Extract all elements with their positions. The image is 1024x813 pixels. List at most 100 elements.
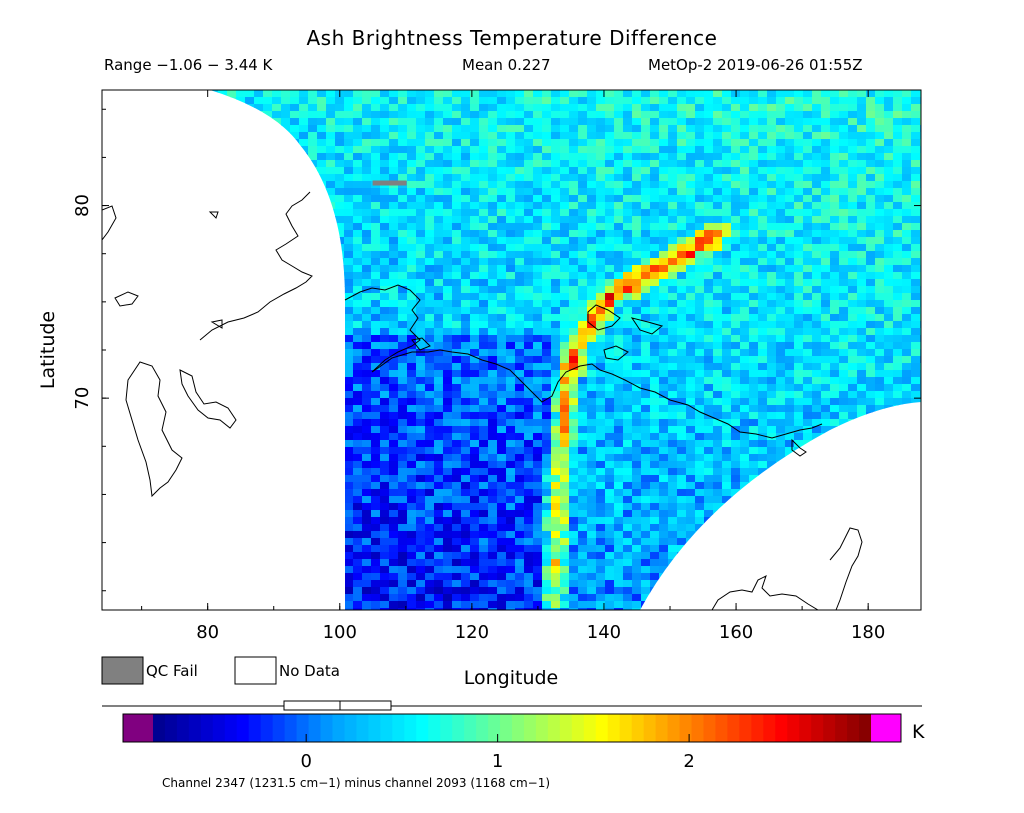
swath-cell [731, 342, 741, 350]
swath-cell [794, 433, 804, 441]
swath-cell [425, 503, 435, 511]
swath-cell [830, 265, 840, 273]
swath-cell [830, 377, 840, 385]
swath-cell [308, 454, 318, 462]
swath-cell [704, 104, 714, 112]
swath-cell [857, 314, 867, 322]
swath-cell [902, 237, 912, 245]
swath-cell [236, 181, 246, 189]
swath-cell [560, 321, 570, 329]
swath-cell [749, 475, 759, 483]
swath-cell [335, 370, 345, 378]
swath-cell [425, 251, 435, 259]
swath-cell [569, 139, 579, 147]
swath-cell [317, 419, 327, 427]
swath-cell [488, 307, 498, 315]
swath-cell [281, 160, 291, 168]
swath-cell [902, 454, 912, 462]
swath-cell [308, 370, 318, 378]
swath-cell [713, 293, 723, 301]
swath-cell [659, 517, 669, 525]
swath-cell [533, 237, 543, 245]
swath-cell [263, 139, 273, 147]
swath-cell [533, 90, 543, 98]
swath-cell [560, 111, 570, 119]
swath-cell [569, 482, 579, 490]
swath-cell [299, 342, 309, 350]
swath-cell [281, 440, 291, 448]
swath-cell [218, 90, 228, 98]
swath-cell [875, 195, 885, 203]
swath-cell [641, 251, 651, 259]
swath-cell [731, 167, 741, 175]
swath-cell [398, 216, 408, 224]
swath-cell [551, 174, 561, 182]
swath-cell [218, 307, 228, 315]
swath-cell [911, 314, 921, 322]
swath-cell [362, 153, 372, 161]
swath-cell [704, 419, 714, 427]
swath-cell [650, 237, 660, 245]
swath-cell [245, 146, 255, 154]
swath-cell [326, 489, 336, 497]
swath-cell [299, 419, 309, 427]
swath-cell [560, 223, 570, 231]
swath-cell [308, 384, 318, 392]
swath-cell [533, 496, 543, 504]
swath-cell [497, 314, 507, 322]
swath-cell [767, 230, 777, 238]
swath-cell [443, 503, 453, 511]
swath-cell [641, 307, 651, 315]
swath-cell [767, 195, 777, 203]
swath-cell [902, 356, 912, 364]
swath-cell [227, 244, 237, 252]
swath-cell [389, 209, 399, 217]
swath-cell [398, 286, 408, 294]
swath-cell [686, 293, 696, 301]
swath-cell [884, 160, 894, 168]
swath-cell [551, 405, 561, 413]
swath-cell [803, 314, 813, 322]
swath-cell [866, 489, 876, 497]
swath-cell [533, 195, 543, 203]
swath-cell [452, 447, 462, 455]
swath-cell [551, 363, 561, 371]
swath-cell [506, 265, 516, 273]
swath-cell [893, 195, 903, 203]
swath-cell [461, 223, 471, 231]
swath-cell [902, 489, 912, 497]
swath-cell [371, 272, 381, 280]
swath-cell [434, 468, 444, 476]
swath-cell [326, 482, 336, 490]
swath-cell [335, 468, 345, 476]
swath-cell [200, 384, 210, 392]
swath-cell [758, 405, 768, 413]
swath-cell [911, 300, 921, 308]
swath-cell [515, 139, 525, 147]
swath-cell [587, 384, 597, 392]
swath-cell [650, 489, 660, 497]
swath-cell [218, 412, 228, 420]
swath-cell [227, 293, 237, 301]
swath-cell [200, 125, 210, 133]
swath-cell [776, 398, 786, 406]
swath-cell [749, 377, 759, 385]
swath-cell [254, 195, 264, 203]
swath-cell [380, 97, 390, 105]
swath-cell [686, 482, 696, 490]
swath-cell [911, 384, 921, 392]
swath-cell [443, 167, 453, 175]
swath-cell [362, 174, 372, 182]
swath-cell [632, 125, 642, 133]
swath-cell [371, 209, 381, 217]
swath-cell [560, 510, 570, 518]
swath-cell [308, 496, 318, 504]
swath-cell [210, 265, 219, 273]
swath-cell [722, 90, 732, 98]
swath-cell [767, 489, 777, 497]
swath-cell [884, 405, 894, 413]
swath-cell [902, 468, 912, 476]
swath-cell [695, 265, 705, 273]
swath-cell [677, 412, 687, 420]
swath-cell [767, 447, 777, 455]
